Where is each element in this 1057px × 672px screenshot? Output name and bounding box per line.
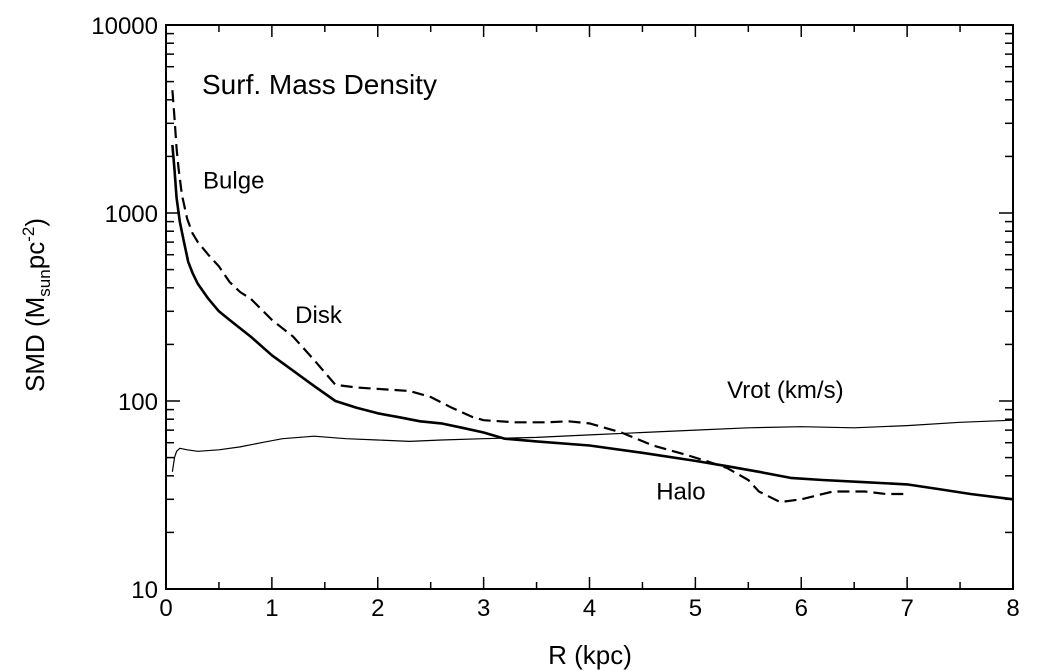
y-axis-title: SMD (Msunpc-2) [19,218,54,392]
axis-ticks [165,25,1014,590]
x-tick-label: 6 [795,595,808,622]
x-tick-label: 7 [900,595,913,622]
axis-tick-labels: 0 1 2 3 4 5 6 7 8 10 100 1000 10000 [91,13,1019,622]
annotations: Bulge Disk Vrot (km/s) Halo [203,167,844,505]
plot-frame [165,24,1014,590]
y-tick-label: 1000 [105,201,158,228]
annotation-vrot: Vrot (km/s) [727,377,843,404]
series-line-0 [171,144,1014,501]
x-tick-label: 8 [1006,595,1019,622]
y-tick-label: 10000 [91,13,158,40]
series-line-1 [171,90,908,504]
series-layer [171,90,1014,504]
x-tick-label: 4 [583,595,596,622]
x-tick-label: 5 [689,595,702,622]
y-tick-label: 100 [118,389,158,416]
annotation-halo: Halo [656,478,705,505]
x-tick-label: 2 [371,595,384,622]
x-tick-label: 0 [159,595,172,622]
chart-title: Surf. Mass Density [202,69,437,100]
x-axis-title: R (kpc) [548,640,632,670]
annotation-disk: Disk [295,302,343,329]
x-tick-label: 3 [477,595,490,622]
x-tick-label: 1 [265,595,278,622]
annotation-bulge: Bulge [203,167,264,194]
y-tick-label: 10 [131,577,158,604]
series-line-2 [171,419,1014,472]
